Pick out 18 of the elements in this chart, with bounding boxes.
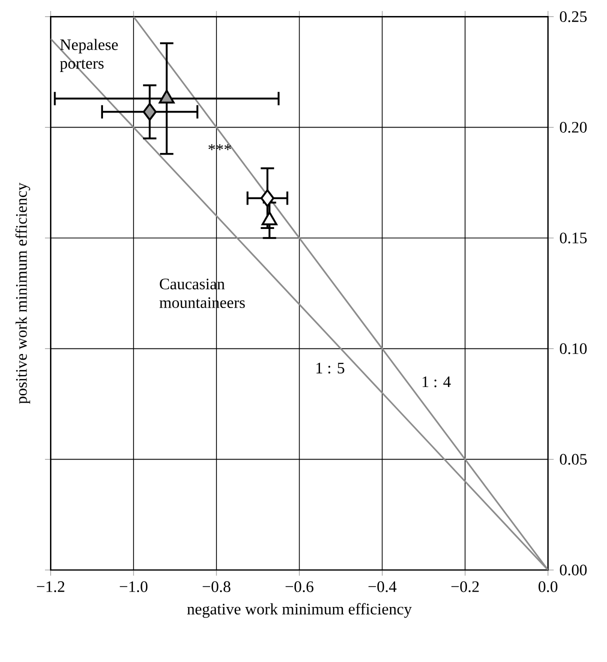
- x-tick-label: −0.4: [368, 581, 397, 592]
- y-tick-label: 0.05: [560, 454, 587, 465]
- y-tick-label: 0.25: [560, 11, 587, 22]
- series-label: 1 : 5: [316, 362, 344, 374]
- x-tick-label: −1.2: [37, 581, 64, 592]
- y-tick-label: 0.20: [560, 122, 587, 133]
- y-axis-title: positive work minimum efficiency: [16, 182, 30, 404]
- annotation: Nepalese porters: [60, 38, 118, 72]
- y-tick-label: 0.00: [560, 564, 587, 576]
- x-tick-label: −0.8: [202, 581, 231, 592]
- x-tick-label: −0.2: [452, 581, 479, 592]
- series-label: 1 : 4: [422, 376, 451, 388]
- y-tick-label: 0.10: [560, 343, 587, 354]
- x-tick-label: 0.0: [538, 581, 558, 592]
- x-axis-title: negative work minimum efficiency: [187, 603, 412, 618]
- y-tick-label: 0.15: [560, 232, 587, 244]
- x-tick-label: −1.0: [120, 581, 148, 592]
- x-tick-label: −0.6: [286, 581, 314, 592]
